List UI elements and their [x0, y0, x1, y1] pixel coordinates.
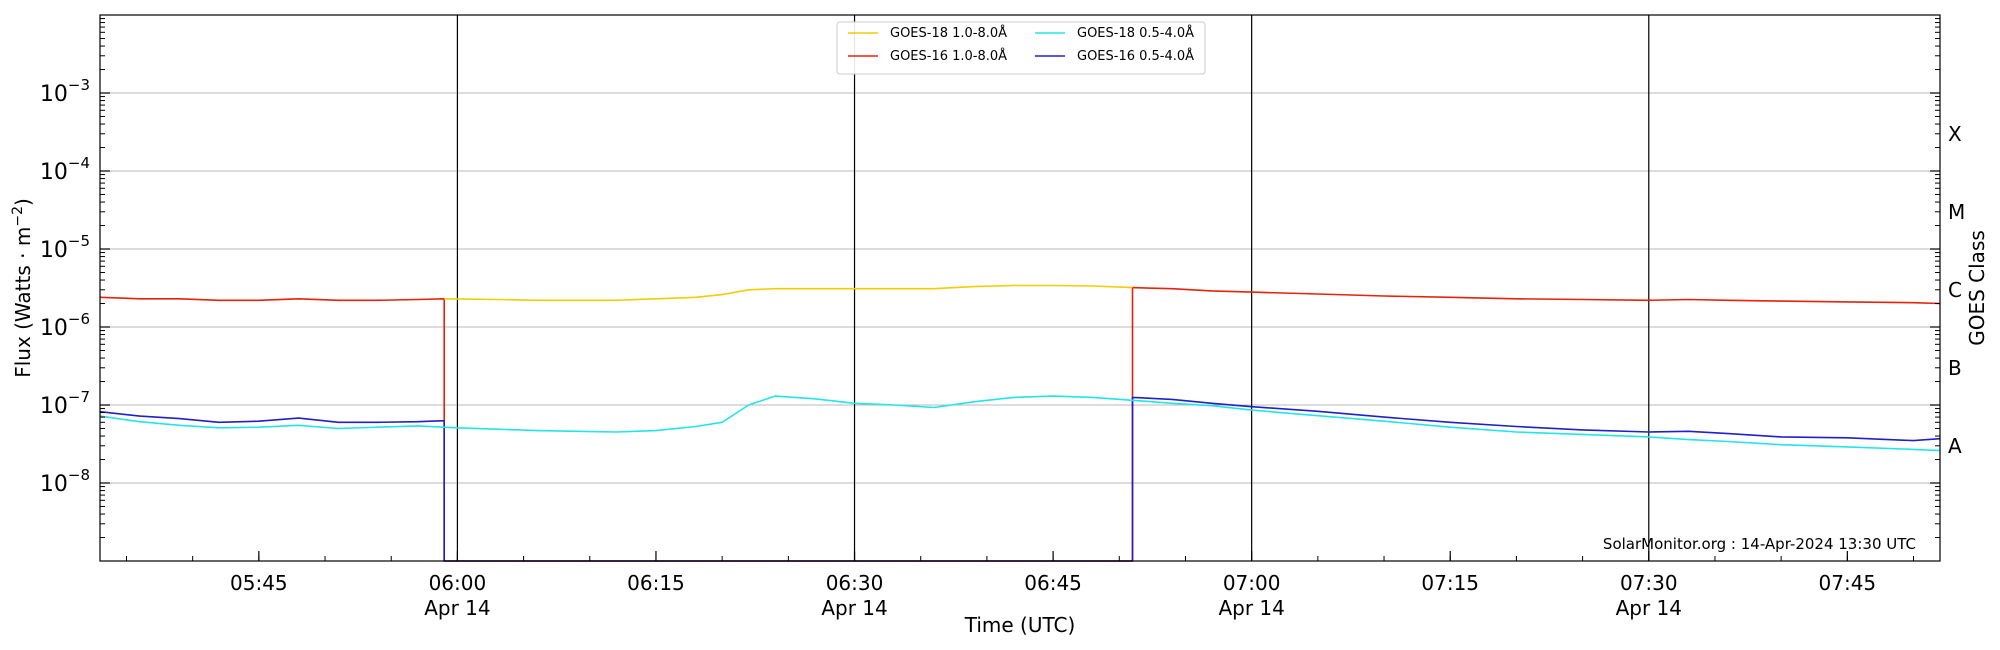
goes-class-a-label: A [1948, 434, 1962, 458]
y-axis-label-superscript: −2 [10, 206, 26, 227]
x-tick-date-label: Apr 14 [821, 596, 887, 620]
x-tick-label: 06:15 [627, 571, 685, 595]
legend-label: GOES-18 1.0-8.0Å [890, 25, 1007, 41]
x-tick-date-label: Apr 14 [424, 596, 490, 620]
y-tick-label: 10−3 [40, 76, 90, 107]
legend-label: GOES-18 0.5-4.0Å [1077, 25, 1194, 41]
y-tick-label: 10−4 [40, 154, 90, 185]
x-tick-date-label: Apr 14 [1218, 596, 1284, 620]
x-tick-label: 07:45 [1819, 571, 1877, 595]
y-tick-label: 10−6 [40, 310, 90, 341]
goes-class-axis-label: GOES Class [1965, 230, 1989, 346]
goes-class-c-label: C [1948, 278, 1962, 302]
x-axis-label: Time (UTC) [964, 613, 1076, 637]
vertical-time-lines [456, 15, 1650, 561]
x-tick-label: 06:45 [1024, 571, 1082, 595]
y-tick-label: 10−7 [40, 388, 90, 419]
x-tick-label: 06:00 [429, 571, 487, 595]
legend-label: GOES-16 1.0-8.0Å [890, 48, 1007, 64]
x-tick-date-label: Apr 14 [1616, 596, 1682, 620]
y-tick-label: 10−5 [40, 232, 90, 263]
series-line-goes-18-1-0-8-0- [444, 284, 1133, 302]
legend: GOES-18 1.0-8.0Å GOES-16 1.0-8.0Å GOES-18 … [836, 21, 1206, 75]
plot-frame [99, 14, 1941, 562]
grid-layer [100, 92, 1940, 484]
goes-class-m-label: M [1948, 200, 1965, 224]
y-axis-label-close: ) [11, 198, 35, 206]
x-tick-label: 07:30 [1620, 571, 1678, 595]
goes-class-labels: A B C M X [1948, 122, 1965, 458]
x-tick-label: 07:00 [1223, 571, 1281, 595]
y-axis-label-main: Flux (Watts · m [11, 227, 35, 378]
series-layer [99, 284, 1941, 562]
x-tick-label: 05:45 [230, 571, 288, 595]
y-tick-label: 10−8 [40, 466, 90, 497]
goes-class-b-label: B [1948, 356, 1962, 380]
legend-label: GOES-16 0.5-4.0Å [1077, 48, 1194, 64]
source-annotation: SolarMonitor.org : 14-Apr-2024 13:30 UTC [1603, 535, 1916, 553]
goes-class-x-label: X [1948, 122, 1962, 146]
x-tick-label: 07:15 [1421, 571, 1479, 595]
x-tick-label: 06:30 [826, 571, 884, 595]
series-line-goes-18-0-5-4-0- [99, 395, 1941, 452]
legend-box [836, 21, 1206, 75]
y-axis-label: Flux (Watts · m−2) [10, 198, 35, 378]
series-line-goes-16-0-5-4-0- [99, 396, 1941, 562]
series-line-goes-16-1-0-8-0- [99, 286, 1941, 562]
